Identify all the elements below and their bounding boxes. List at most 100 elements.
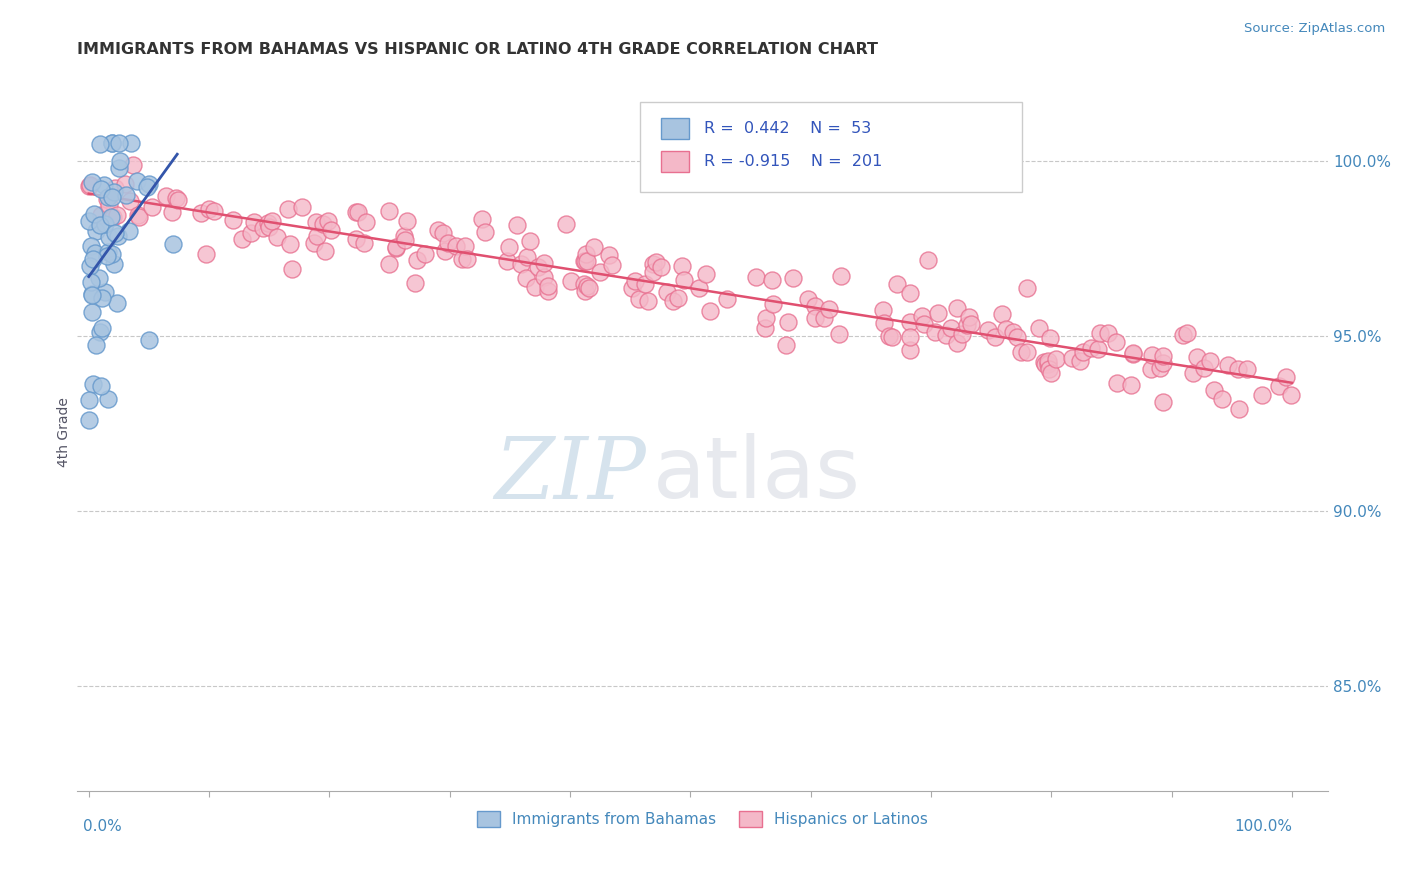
Point [589, 265, 612, 279]
Point [118, 194, 141, 209]
Point [385, 240, 408, 254]
Point [347, 205, 370, 219]
Point [495, 253, 517, 268]
Point [872, 302, 894, 317]
Point [775, 338, 797, 352]
Point [515, 270, 537, 285]
Point [155, 189, 177, 203]
Point [898, 315, 921, 329]
Point [89, 271, 111, 285]
FancyBboxPatch shape [640, 102, 1022, 192]
Point [281, 262, 304, 277]
Point [456, 252, 478, 267]
Point [83, 206, 105, 220]
Point [82, 376, 104, 391]
Point [394, 229, 416, 244]
Point [77, 179, 100, 194]
Point [576, 278, 599, 293]
Point [699, 303, 721, 318]
Point [755, 310, 778, 325]
Point [77, 413, 100, 427]
Point [122, 158, 145, 172]
Point [804, 310, 827, 325]
Point [1038, 354, 1060, 368]
Point [128, 210, 150, 224]
Point [956, 318, 979, 333]
Point [101, 246, 124, 260]
Point [716, 292, 738, 306]
Point [1071, 344, 1094, 359]
Point [120, 136, 142, 151]
Point [80, 288, 103, 302]
Point [1279, 388, 1302, 402]
Point [1187, 350, 1209, 364]
Point [645, 254, 668, 268]
Point [828, 327, 851, 342]
Point [96, 193, 118, 207]
Point [1033, 354, 1056, 368]
Point [266, 230, 288, 244]
Point [434, 244, 457, 259]
Point [1268, 379, 1291, 393]
Text: atlas: atlas [652, 434, 860, 516]
Point [1105, 376, 1128, 390]
Point [576, 253, 599, 268]
Point [873, 316, 896, 330]
Point [1140, 348, 1163, 362]
Y-axis label: 4th Grade: 4th Grade [58, 397, 72, 467]
Point [231, 232, 253, 246]
Point [505, 218, 527, 232]
Point [498, 240, 520, 254]
Point [1149, 361, 1171, 376]
Point [165, 191, 187, 205]
Point [575, 247, 598, 261]
Point [125, 174, 148, 188]
Text: 100.0%: 100.0% [1234, 819, 1292, 834]
Point [695, 267, 717, 281]
Point [444, 239, 467, 253]
Point [600, 258, 623, 272]
Point [1192, 361, 1215, 376]
Point [1015, 281, 1038, 295]
Text: R = -0.915    N =  201: R = -0.915 N = 201 [704, 154, 883, 169]
Point [84, 246, 107, 260]
Point [90, 378, 112, 392]
Point [1204, 383, 1226, 397]
Point [404, 276, 426, 290]
Point [141, 200, 163, 214]
Point [138, 178, 160, 192]
Point [100, 136, 122, 151]
Point [319, 223, 342, 237]
Point [1226, 362, 1249, 376]
Point [257, 219, 280, 234]
Point [882, 330, 904, 344]
Point [1069, 354, 1091, 368]
Point [1198, 354, 1220, 368]
Point [136, 179, 159, 194]
Point [572, 253, 595, 268]
FancyBboxPatch shape [661, 118, 689, 139]
Point [384, 241, 406, 255]
Point [1045, 352, 1067, 367]
Point [1181, 366, 1204, 380]
Point [582, 240, 605, 254]
Point [662, 293, 685, 308]
Text: 0.0%: 0.0% [83, 819, 121, 834]
Point [578, 280, 600, 294]
Point [1015, 344, 1038, 359]
Point [898, 329, 921, 343]
Point [451, 252, 474, 267]
Point [91, 291, 114, 305]
Point [257, 216, 280, 230]
Point [797, 292, 820, 306]
Point [554, 217, 576, 231]
Point [162, 237, 184, 252]
Point [118, 223, 141, 237]
Point [782, 270, 804, 285]
Point [101, 189, 124, 203]
Point [82, 305, 104, 319]
Point [98, 230, 121, 244]
Point [637, 294, 659, 309]
Point [813, 310, 835, 325]
Point [1171, 328, 1194, 343]
